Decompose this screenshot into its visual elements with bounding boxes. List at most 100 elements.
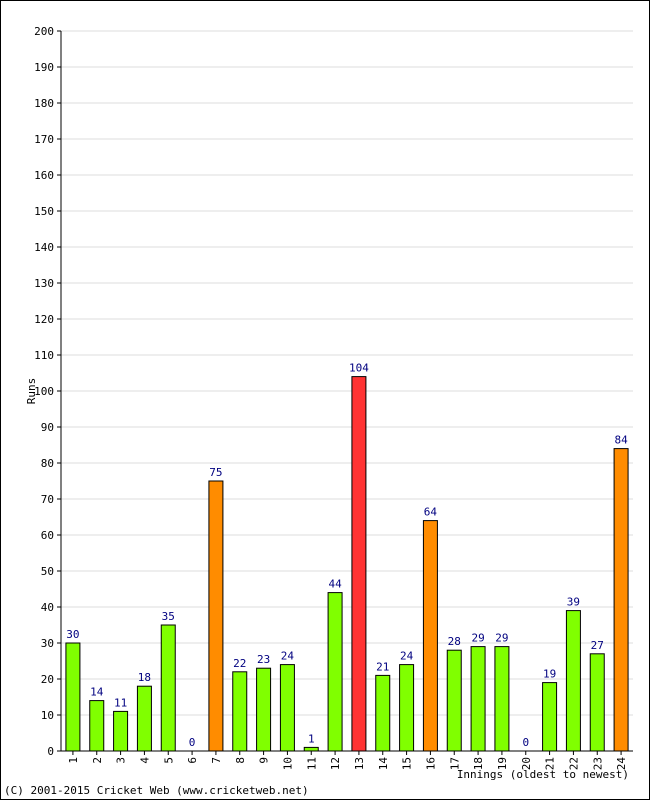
x-axis-title: Innings (oldest to newest): [457, 768, 629, 781]
y-tick-label: 10: [41, 709, 54, 722]
y-tick-label: 150: [34, 205, 54, 218]
bar-innings-7: [208, 480, 224, 752]
data-label-innings-15: 24: [400, 650, 414, 663]
x-tick-label: 7: [210, 757, 223, 764]
data-label-innings-22: 39: [567, 596, 580, 609]
data-label-innings-11: 1: [308, 732, 315, 745]
x-tick-label: 9: [258, 757, 271, 764]
y-tick-label: 160: [34, 169, 54, 182]
y-tick-label: 40: [41, 601, 54, 614]
x-tick-label: 24: [615, 757, 628, 771]
data-label-innings-1: 30: [66, 628, 79, 641]
bar-innings-2: [89, 700, 105, 752]
data-label-innings-8: 22: [233, 657, 246, 670]
x-tick-labels: 1 2 3 4 5 6 7 8 9 10 11 12 13 14 15 16 17 18 19 20 21 22 23 24: [67, 751, 628, 770]
bar-innings-21: [542, 682, 558, 752]
data-label-innings-14: 21: [376, 660, 389, 673]
y-tick-label: 30: [41, 637, 54, 650]
x-tick-label: 5: [162, 757, 175, 764]
bar-innings-10: [279, 664, 295, 752]
x-tick-label: 8: [234, 757, 247, 764]
bar-innings-3: [113, 710, 129, 752]
x-tick-label: 20: [520, 757, 533, 770]
data-label-innings-12: 44: [328, 578, 342, 591]
y-axis-title: Runs: [25, 378, 38, 405]
data-label-innings-9: 23: [257, 653, 270, 666]
y-tick-label: 120: [34, 313, 54, 326]
data-label-innings-20: 0: [522, 736, 529, 749]
x-tick-label: 17: [448, 757, 461, 770]
data-label-innings-4: 18: [138, 671, 151, 684]
y-tick-label: 60: [41, 529, 54, 542]
x-tick-label: 21: [544, 757, 557, 770]
data-label-innings-3: 11: [114, 696, 127, 709]
x-tick-label: 13: [353, 757, 366, 770]
data-label-innings-21: 19: [543, 668, 556, 681]
y-tick-label: 140: [34, 241, 54, 254]
data-label-innings-10: 24: [281, 650, 295, 663]
x-tick-label: 11: [305, 757, 318, 770]
grid-lines: [61, 30, 633, 716]
data-label-innings-17: 28: [448, 635, 461, 648]
bar-innings-18: [470, 646, 486, 752]
data-label-innings-2: 14: [90, 686, 104, 699]
bar-innings-9: [256, 667, 272, 752]
bar-innings-8: [232, 671, 248, 752]
bar-innings-23: [589, 653, 605, 752]
data-labels: 30 14 11 18 35 0 75 22 23 24 1 44 104 21 24 64 28 29 29 0 19…: [66, 362, 628, 749]
axes: [60, 31, 633, 752]
bar-innings-17: [446, 649, 462, 752]
x-tick-label: 12: [329, 757, 342, 770]
y-tick-label: 80: [41, 457, 54, 470]
x-tick-label: 23: [591, 757, 604, 770]
y-tick-label: 0: [47, 745, 54, 758]
bar-innings-15: [399, 664, 415, 752]
data-label-innings-6: 0: [189, 736, 196, 749]
y-tick-label: 50: [41, 565, 54, 578]
bar-innings-12: [327, 592, 343, 752]
bar-innings-19: [494, 646, 510, 752]
x-tick-label: 19: [496, 757, 509, 770]
bar-innings-11: [303, 746, 319, 752]
x-tick-label: 6: [186, 757, 199, 764]
data-label-innings-13: 104: [349, 362, 369, 375]
y-tick-label: 100: [34, 385, 54, 398]
data-label-innings-18: 29: [471, 632, 484, 645]
x-tick-label: 4: [138, 757, 151, 764]
copyright-footer: (C) 2001-2015 Cricket Web (www.cricketwe…: [4, 784, 309, 797]
x-tick-label: 3: [115, 757, 128, 764]
x-tick-label: 18: [472, 757, 485, 770]
data-label-innings-7: 75: [209, 466, 222, 479]
y-tick-label: 170: [34, 133, 54, 146]
x-tick-label: 2: [91, 757, 104, 764]
y-tick-label: 20: [41, 673, 54, 686]
x-tick-label: 22: [567, 757, 580, 770]
x-tick-label: 10: [281, 757, 294, 770]
x-tick-label: 15: [401, 757, 414, 770]
y-tick-label: 70: [41, 493, 54, 506]
y-tick-labels: 0 10 20 30 40 50 60 70 80 90 100 110 120 130 140 150 160…: [34, 25, 61, 758]
bar-innings-13: [351, 376, 367, 752]
y-tick-label: 130: [34, 277, 54, 290]
data-label-innings-24: 84: [614, 434, 628, 447]
data-label-innings-16: 64: [424, 506, 438, 519]
bars: [65, 376, 629, 752]
x-tick-label: 1: [67, 757, 80, 764]
y-tick-label: 110: [34, 349, 54, 362]
x-tick-label: 16: [424, 757, 437, 770]
y-tick-label: 190: [34, 61, 54, 74]
bar-innings-1: [65, 642, 81, 752]
bar-innings-16: [422, 520, 438, 752]
x-tick-label: 14: [377, 757, 390, 771]
y-tick-label: 200: [34, 25, 54, 38]
data-label-innings-5: 35: [162, 610, 175, 623]
bar-innings-14: [375, 674, 391, 752]
bar-innings-4: [136, 685, 152, 752]
data-label-innings-23: 27: [591, 639, 604, 652]
data-label-innings-19: 29: [495, 632, 508, 645]
bar-innings-24: [613, 448, 629, 752]
bar-innings-22: [565, 610, 581, 752]
y-tick-label: 90: [41, 421, 54, 434]
